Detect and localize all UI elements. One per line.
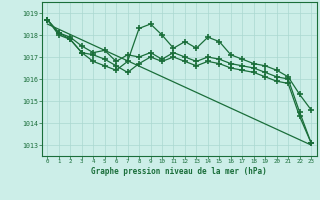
- X-axis label: Graphe pression niveau de la mer (hPa): Graphe pression niveau de la mer (hPa): [91, 167, 267, 176]
